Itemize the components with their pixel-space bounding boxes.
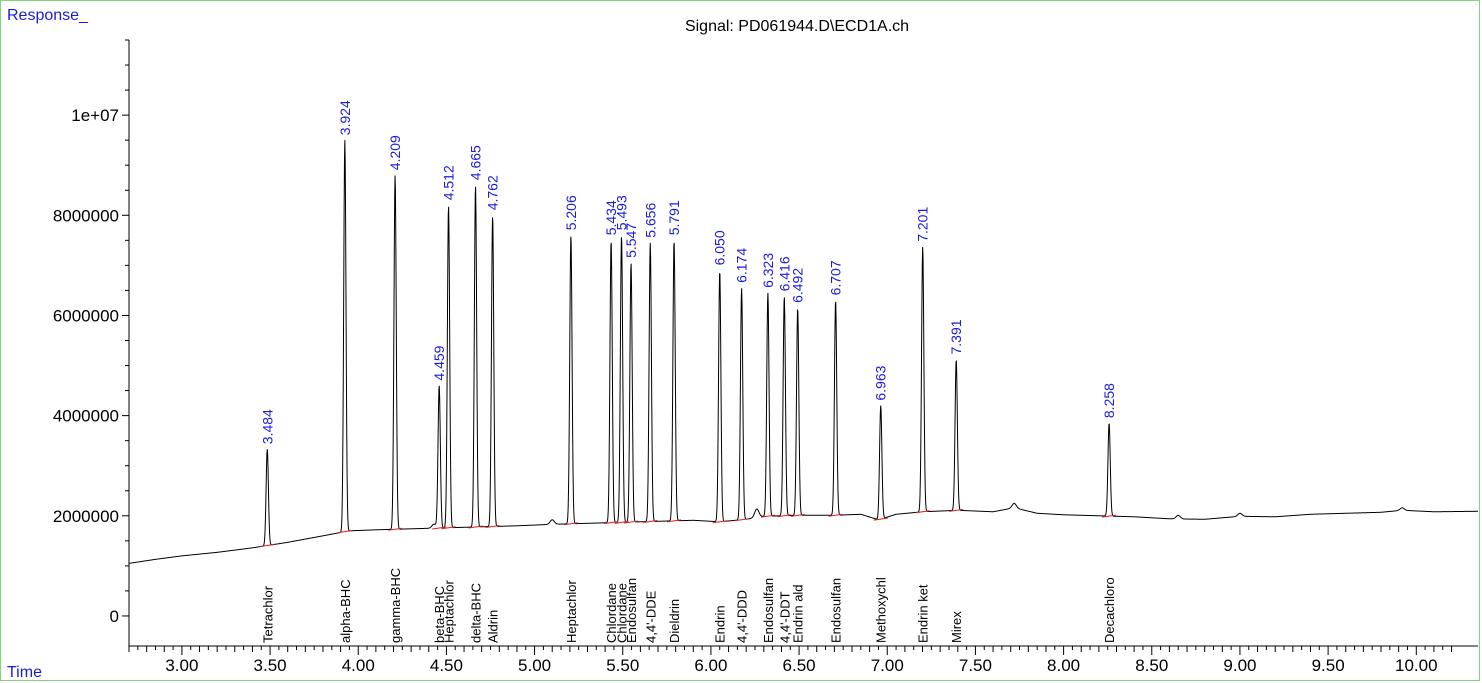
peak-baseline-mark	[666, 519, 682, 523]
peak-baseline-mark	[614, 520, 629, 524]
peak-compound-label: Endosulfan	[624, 578, 639, 643]
peak-rt-label: 6.707	[828, 260, 844, 295]
x-tick-label: 8.00	[1047, 656, 1080, 675]
peak-compound-label: Dieldrin	[667, 599, 682, 643]
x-tick-label: 6.00	[694, 656, 727, 675]
peak-baseline-mark	[643, 520, 658, 524]
peak-baseline-mark	[468, 525, 483, 529]
y-axis-label: Response_	[7, 7, 89, 24]
peak-rt-label: 4.512	[441, 165, 457, 200]
peak-rt-label: 5.656	[642, 203, 658, 238]
peak-compound-label: Chlordane	[615, 583, 630, 643]
peak-compound-label: Endrin	[713, 605, 728, 643]
peak-baseline-mark	[260, 544, 275, 548]
y-tick-label: 8000000	[53, 206, 119, 225]
peak-compound-label: Endosulfan	[829, 578, 844, 643]
peak-rt-label: 4.209	[387, 135, 403, 170]
x-tick-label: 9.00	[1223, 656, 1256, 675]
peak-rt-label: 6.323	[760, 253, 776, 288]
peak-rt-label: 3.484	[259, 409, 275, 444]
peak-baseline-mark	[623, 520, 639, 524]
y-tick-label: 0	[110, 607, 119, 626]
peak-baseline-mark	[777, 514, 792, 518]
peak-rt-label: 5.493	[614, 195, 630, 230]
peak-rt-label: 4.459	[431, 345, 447, 380]
peak-rt-label: 4.762	[485, 175, 501, 210]
peak-rt-label: 6.963	[873, 365, 889, 400]
x-tick-label: 4.00	[342, 656, 375, 675]
peak-baseline-mark	[604, 521, 619, 525]
peak-baseline-mark	[563, 522, 578, 526]
peak-baseline-mark	[441, 526, 456, 530]
x-tick-label: 10.00	[1395, 656, 1438, 675]
peak-rt-label: 8.258	[1101, 383, 1117, 418]
labels-layer: 3.484 Tetrachlor 3.924 alpha-BHC 4.209 gamma-…	[259, 100, 1117, 643]
peak-compound-label: 4,4'-DDT	[777, 591, 792, 643]
peak-compound-label: Mirex	[949, 611, 964, 643]
peak-rt-label: 5.547	[623, 223, 639, 258]
x-tick-label: 7.50	[959, 656, 992, 675]
peak-baseline-mark	[790, 513, 805, 517]
x-tick-label: 4.50	[430, 656, 463, 675]
y-tick-label: 1e+07	[71, 106, 119, 125]
peak-compound-label: alpha-BHC	[338, 579, 353, 643]
peak-compound-label: 4,4'-DDE	[643, 590, 658, 643]
peak-baseline-mark	[388, 527, 403, 531]
x-tick-label: 5.00	[518, 656, 551, 675]
peak-baseline-mark	[712, 520, 727, 524]
peak-baseline-mark	[432, 526, 447, 530]
peak-baseline-mark	[760, 514, 775, 518]
x-axis-label: Time	[7, 664, 42, 681]
peak-rt-label: 6.050	[712, 230, 728, 265]
x-tick-label: 5.50	[606, 656, 639, 675]
peak-baseline-mark	[873, 517, 888, 521]
peak-compound-label: Decachloro	[1102, 577, 1117, 643]
peak-rt-label: 7.201	[915, 207, 931, 242]
y-tick-label: 6000000	[53, 306, 119, 325]
peak-compound-label: Tetrachlor	[260, 585, 275, 643]
peak-rt-label: 5.434	[603, 200, 619, 235]
peak-compound-label: delta-BHC	[469, 583, 484, 643]
peak-baseline-mark	[915, 510, 930, 514]
peak-rt-label: 3.924	[337, 100, 353, 135]
trace-layer	[128, 140, 1478, 564]
peak-baseline-mark	[734, 518, 749, 522]
peak-compound-label: Endrin ket	[916, 584, 931, 643]
peak-baseline-mark	[337, 530, 352, 534]
chart-title: Signal: PD061944.D\ECD1A.ch	[685, 18, 909, 35]
x-tick-label: 8.50	[1135, 656, 1168, 675]
peak-rt-label: 6.492	[790, 268, 806, 303]
axes: 0 2000000 4000000 6000000 8000000 1e+07 3.00 3.…	[53, 39, 1478, 675]
x-tick-label: 3.50	[254, 656, 287, 675]
peak-baseline-mark	[828, 513, 843, 517]
peak-compound-label: gamma-BHC	[388, 568, 403, 643]
peak-baseline-mark	[485, 524, 500, 528]
peak-compound-label: Heptachlor	[442, 579, 457, 643]
y-tick-label: 4000000	[53, 407, 119, 426]
peak-compound-label: beta-BHC	[432, 586, 447, 643]
peak-compound-label: Aldrin	[486, 610, 501, 643]
peak-rt-label: 5.206	[563, 195, 579, 230]
x-tick-label: 7.00	[871, 656, 904, 675]
peak-compound-label: Methoxychl	[874, 577, 889, 643]
peak-rt-label: 5.791	[666, 200, 682, 235]
peak-rt-label: 6.416	[776, 256, 792, 291]
peak-rt-label: 4.665	[468, 145, 484, 180]
chromatogram-trace	[128, 140, 1478, 564]
x-tick-label: 9.50	[1312, 656, 1345, 675]
y-tick-label: 2000000	[53, 507, 119, 526]
peak-rt-label: 6.174	[734, 248, 750, 283]
peak-compound-label: Heptachlor	[564, 579, 579, 643]
peak-compound-label: 4,4'-DDD	[735, 590, 750, 643]
peak-compound-label: Endrin ald	[791, 584, 806, 643]
peak-rt-label: 7.391	[948, 319, 964, 354]
peak-baseline-mark	[1102, 514, 1117, 518]
peak-baseline-mark	[949, 508, 964, 512]
peak-compound-label: Endosulfan	[761, 578, 776, 643]
peak-compound-label: Chlordane	[604, 583, 619, 643]
x-tick-label: 6.50	[783, 656, 816, 675]
x-tick-label: 3.00	[165, 656, 198, 675]
